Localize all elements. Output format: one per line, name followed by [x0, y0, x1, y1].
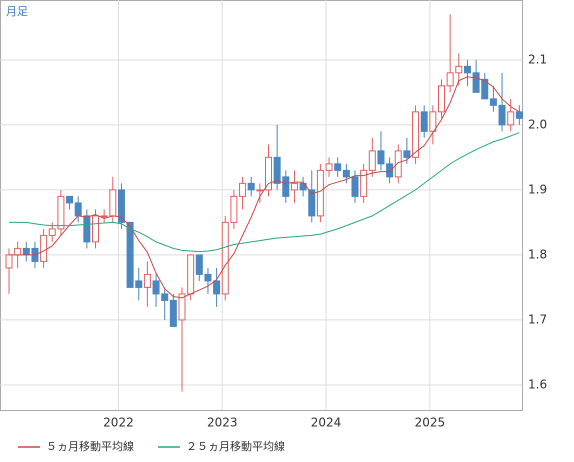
candle-body — [446, 72, 454, 87]
candle-body — [169, 299, 177, 327]
candle-body — [22, 247, 30, 256]
candle-body — [334, 163, 342, 171]
candle-body — [455, 65, 463, 74]
candle-body — [66, 195, 74, 204]
candle-body — [230, 195, 238, 223]
candle-body — [325, 163, 333, 171]
y-tick-label: 1.7 — [528, 312, 547, 326]
candle-body — [143, 273, 151, 288]
y-tick-label: 1.9 — [528, 182, 547, 196]
candle-body — [438, 85, 445, 113]
candle-body — [161, 293, 169, 301]
candle-body — [282, 176, 290, 197]
candle-body — [342, 169, 350, 178]
candle-body — [472, 72, 480, 93]
candle-body — [429, 111, 437, 132]
candle-body — [498, 104, 506, 126]
candle-body — [221, 221, 229, 295]
y-tick-label: 2.0 — [528, 117, 547, 131]
candle-body — [57, 195, 65, 230]
candle-body — [100, 215, 108, 218]
candle-body — [5, 254, 13, 269]
candle-body — [412, 111, 420, 158]
x-tick-label: 2025 — [415, 416, 446, 430]
x-tick-label: 2023 — [207, 416, 238, 430]
candle-body — [377, 150, 385, 165]
y-tick-label: 1.8 — [528, 247, 547, 261]
candle-body — [178, 293, 186, 321]
candle-body — [14, 247, 22, 256]
candle-body — [394, 150, 402, 178]
candle-body — [126, 221, 134, 288]
candle-body — [48, 228, 56, 236]
candle-body — [420, 111, 428, 132]
legend-label: ５ヵ月移動平均線 — [46, 439, 134, 453]
y-tick-label: 2.1 — [528, 52, 547, 66]
candle-body — [290, 182, 298, 191]
candle-body — [489, 98, 497, 106]
candle-body — [92, 215, 99, 243]
candle-body — [481, 78, 489, 100]
candle-body — [239, 182, 247, 197]
candle-body — [360, 169, 368, 197]
candle-body — [256, 189, 264, 192]
legend-label: ２５ヵ月移動平均線 — [186, 439, 285, 453]
candle-body — [515, 111, 523, 119]
ma-line — [9, 132, 520, 253]
candle-body — [351, 176, 359, 197]
candle-body — [273, 156, 281, 184]
ma-line — [9, 76, 520, 299]
y-tick-label: 1.6 — [528, 377, 547, 391]
candle-body — [316, 169, 324, 217]
candle-body — [187, 254, 195, 295]
candle-body — [213, 280, 221, 295]
x-tick-label: 2022 — [103, 416, 134, 430]
candle-body — [152, 280, 160, 295]
candle-body — [40, 234, 48, 262]
candle-body — [368, 150, 376, 171]
candle-body — [135, 280, 143, 288]
plot-frame — [0, 0, 523, 411]
candle-body — [507, 111, 515, 126]
x-tick-label: 2024 — [311, 416, 342, 430]
candle-body — [83, 215, 91, 243]
candle-body — [109, 189, 117, 217]
candle-body — [386, 163, 394, 178]
candle-body — [74, 202, 82, 217]
candle-body — [117, 189, 125, 223]
candle-body — [204, 273, 212, 282]
candle-body — [195, 254, 203, 275]
candle-body — [308, 189, 316, 217]
period-label: 月足 — [6, 5, 28, 18]
candle-body — [463, 65, 471, 74]
candle-body — [265, 156, 272, 191]
candle-body — [247, 182, 255, 191]
candle-body — [403, 150, 411, 158]
